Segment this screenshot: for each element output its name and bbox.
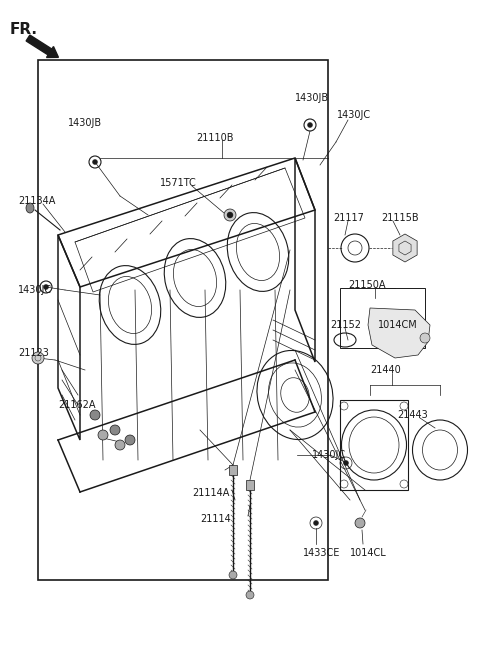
Text: 1571TC: 1571TC — [160, 178, 197, 188]
Bar — [246, 480, 254, 490]
Circle shape — [420, 333, 430, 343]
FancyArrow shape — [26, 35, 59, 58]
Text: 21117: 21117 — [333, 213, 364, 223]
Text: 1014CL: 1014CL — [350, 548, 387, 558]
Circle shape — [308, 123, 312, 127]
Text: 21440: 21440 — [370, 365, 401, 375]
Circle shape — [115, 440, 125, 450]
Polygon shape — [393, 234, 417, 262]
Text: 1430JB: 1430JB — [295, 93, 329, 103]
Circle shape — [246, 591, 254, 599]
Text: 21115B: 21115B — [381, 213, 419, 223]
Circle shape — [229, 571, 237, 579]
Circle shape — [125, 435, 135, 445]
Circle shape — [90, 410, 100, 420]
Text: 21150A: 21150A — [348, 280, 385, 290]
Bar — [38, 60, 328, 580]
Circle shape — [110, 425, 120, 435]
Text: 1014CM: 1014CM — [378, 320, 418, 330]
Text: 21114: 21114 — [200, 514, 231, 524]
Text: FR.: FR. — [10, 22, 38, 37]
Bar — [340, 288, 425, 348]
Bar — [229, 465, 237, 475]
Text: 21110B: 21110B — [196, 133, 233, 143]
Text: 1430JC: 1430JC — [18, 285, 52, 295]
Circle shape — [224, 209, 236, 221]
Circle shape — [32, 352, 44, 364]
Text: 1430JC: 1430JC — [337, 110, 371, 120]
Text: 21114A: 21114A — [192, 488, 229, 498]
Circle shape — [93, 159, 97, 165]
Text: 21123: 21123 — [18, 348, 49, 358]
Circle shape — [227, 212, 233, 218]
Text: 1433CE: 1433CE — [303, 548, 340, 558]
Text: 21443: 21443 — [397, 410, 428, 420]
Circle shape — [98, 430, 108, 440]
Circle shape — [44, 285, 48, 289]
Ellipse shape — [26, 203, 34, 213]
Text: 21162A: 21162A — [58, 400, 96, 410]
Text: 1430JB: 1430JB — [68, 118, 102, 128]
Circle shape — [355, 518, 365, 528]
Text: 21152: 21152 — [330, 320, 361, 330]
Circle shape — [313, 520, 319, 525]
Circle shape — [344, 461, 348, 466]
Text: 1430JC: 1430JC — [312, 450, 346, 460]
Text: 21134A: 21134A — [18, 196, 55, 206]
Polygon shape — [368, 308, 430, 358]
